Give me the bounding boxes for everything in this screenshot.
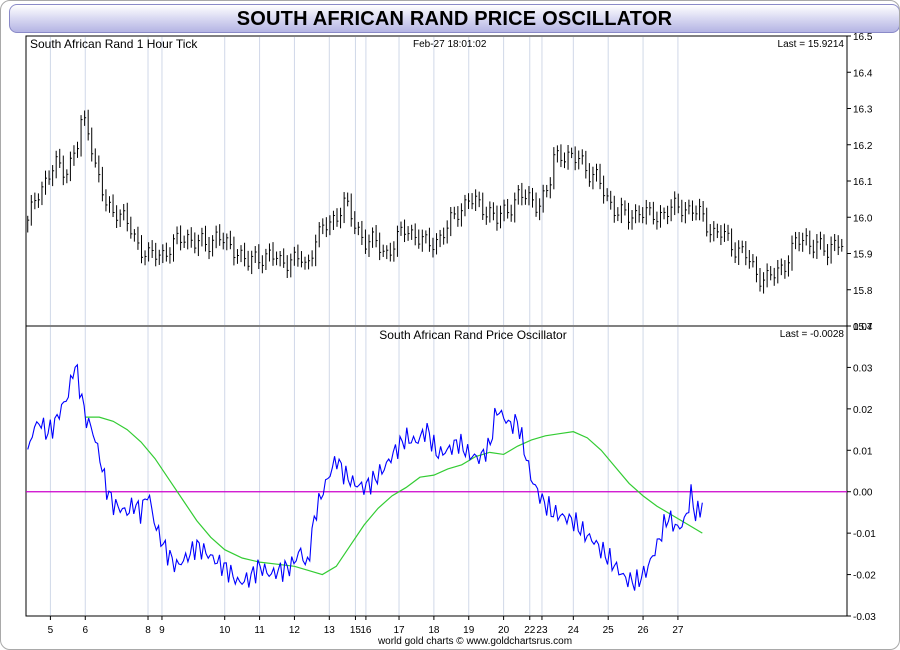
- price-timestamp: Feb-27 18:01:02: [413, 39, 487, 50]
- x-tick-label: 9: [159, 625, 165, 636]
- x-tick-label: 19: [463, 625, 475, 636]
- price-y-tick-label: 16.0: [853, 213, 873, 224]
- price-chart-title: South African Rand 1 Hour Tick: [30, 37, 198, 51]
- page-title: SOUTH AFRICAN RAND PRICE OSCILLATOR: [236, 8, 673, 30]
- x-tick-label: 27: [672, 625, 684, 636]
- osc-y-tick-label: -0.02: [853, 571, 876, 582]
- osc-y-tick-label: 0.01: [853, 446, 873, 457]
- x-tick-label: 5: [48, 625, 54, 636]
- x-tick-label: 18: [428, 625, 440, 636]
- x-tick-label: 6: [82, 625, 88, 636]
- price-y-tick-label: 15.8: [853, 286, 873, 297]
- osc-y-tick-label: 0.04: [853, 322, 873, 333]
- price-y-tick-label: 15.9: [853, 250, 873, 261]
- x-tick-label: 15: [350, 625, 362, 636]
- x-tick-label: 10: [219, 625, 231, 636]
- x-tick-label: 17: [393, 625, 405, 636]
- x-tick-label: 20: [498, 625, 510, 636]
- osc-y-tick-label: -0.01: [853, 529, 876, 540]
- price-y-tick-label: 16.1: [853, 177, 873, 188]
- price-gridlines: [49, 37, 679, 325]
- oscillator-gridlines: [49, 327, 679, 615]
- oscillator-y-axis: -0.03 -0.02 -0.01 0.00 0.01 0.02 0.03 0.04: [847, 322, 876, 623]
- x-axis: 5 6 8 9 10 11 12 13 15 16 17 18 19 20 22 23 24 25 26 27: [48, 616, 684, 636]
- price-y-axis: 15.7 15.8 15.9 16.0 16.1 16.2 16.3 16.4 16.5: [847, 32, 873, 333]
- osc-y-tick-label: 0.03: [853, 363, 873, 374]
- price-y-tick-label: 16.2: [853, 141, 873, 152]
- x-tick-label: 8: [145, 625, 151, 636]
- x-tick-label: 24: [568, 625, 580, 636]
- x-tick-label: 13: [324, 625, 336, 636]
- x-tick-label: 26: [637, 625, 649, 636]
- x-tick-label: 22: [524, 625, 536, 636]
- price-last-label: Last = 15.9214: [778, 39, 845, 50]
- price-y-tick-label: 16.3: [853, 105, 873, 116]
- x-tick-label: 11: [254, 625, 265, 636]
- osc-y-tick-label: -0.03: [853, 612, 876, 623]
- x-tick-label: 23: [536, 625, 548, 636]
- osc-y-tick-label: 0.00: [853, 488, 873, 499]
- price-y-tick-label: 16.4: [853, 68, 873, 79]
- price-panel: [25, 35, 848, 327]
- oscillator-last-label: Last = -0.0028: [780, 329, 845, 340]
- oscillator-line: [27, 363, 703, 591]
- price-y-tick-label: 16.5: [853, 32, 873, 43]
- x-tick-label: 16: [360, 625, 372, 636]
- x-tick-label: 12: [289, 625, 301, 636]
- title-bar: SOUTH AFRICAN RAND PRICE OSCILLATOR: [9, 4, 899, 33]
- price-bars: [27, 109, 844, 294]
- footer-credit: world gold charts © www.goldchartsrus.co…: [377, 636, 572, 647]
- signal-line: [85, 416, 703, 576]
- price-y-tick-label: 15.7: [853, 322, 873, 333]
- osc-y-tick-label: 0.02: [853, 405, 873, 416]
- oscillator-chart-title: South African Rand Price Oscillator: [379, 328, 566, 342]
- oscillator-panel: [25, 325, 848, 617]
- x-tick-label: 25: [603, 625, 615, 636]
